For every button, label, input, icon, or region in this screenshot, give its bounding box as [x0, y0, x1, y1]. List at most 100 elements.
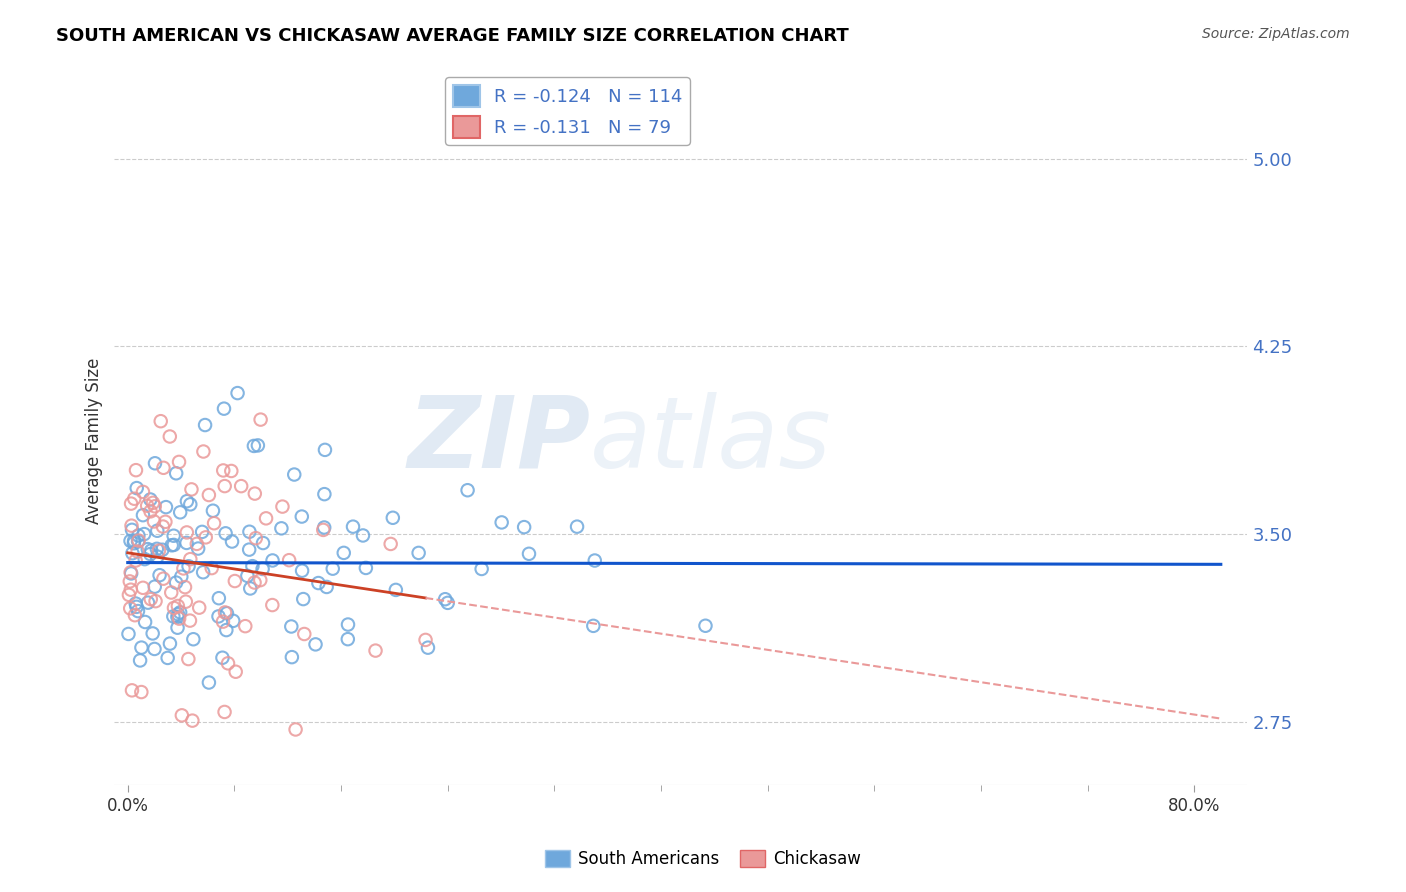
Point: [124, 491, 146, 506]
Point: [120, 497, 142, 511]
Point: [292, 627, 315, 641]
Point: [139, 547, 162, 561]
Point: [155, 500, 177, 515]
Point: [214, 705, 236, 719]
Point: [278, 553, 301, 567]
Point: [254, 511, 277, 525]
Point: [167, 455, 190, 469]
Point: [215, 623, 238, 637]
Point: [284, 723, 307, 737]
Point: [134, 615, 156, 629]
Point: [134, 527, 156, 541]
Point: [312, 523, 335, 537]
Point: [517, 547, 540, 561]
Point: [132, 508, 155, 523]
Point: [120, 566, 142, 580]
Point: [434, 592, 457, 607]
Point: [243, 439, 266, 453]
Point: [149, 414, 172, 428]
Point: [207, 609, 229, 624]
Point: [283, 467, 305, 482]
Point: [142, 626, 165, 640]
Point: [212, 615, 235, 629]
Point: [221, 534, 243, 549]
Point: [307, 576, 329, 591]
Point: [143, 456, 166, 470]
Point: [160, 585, 183, 599]
Point: [176, 536, 198, 550]
Point: [245, 531, 267, 545]
Point: [169, 505, 191, 519]
Point: [179, 497, 201, 511]
Point: [191, 566, 214, 580]
Point: [159, 429, 181, 443]
Point: [236, 569, 259, 583]
Point: [131, 640, 153, 655]
Point: [191, 524, 214, 539]
Point: [176, 494, 198, 508]
Point: [352, 528, 374, 542]
Point: [146, 524, 169, 538]
Point: [315, 580, 337, 594]
Point: [127, 604, 149, 618]
Point: [121, 523, 143, 537]
Point: [194, 530, 217, 544]
Text: ZIP: ZIP: [408, 392, 591, 489]
Point: [166, 621, 188, 635]
Point: [224, 574, 246, 588]
Point: [179, 552, 201, 566]
Point: [695, 619, 717, 633]
Point: [582, 619, 605, 633]
Point: [246, 438, 269, 452]
Point: [226, 386, 249, 401]
Point: [238, 524, 260, 539]
Point: [172, 561, 194, 575]
Point: [186, 537, 208, 551]
Point: [292, 592, 315, 607]
Point: [124, 553, 146, 567]
Point: [201, 504, 224, 518]
Point: [281, 650, 304, 665]
Point: [139, 592, 162, 607]
Point: [134, 552, 156, 566]
Point: [136, 542, 159, 557]
Point: [121, 683, 143, 698]
Point: [202, 516, 225, 531]
Point: [120, 582, 142, 597]
Point: [122, 533, 145, 548]
Point: [122, 536, 145, 550]
Point: [165, 467, 187, 481]
Point: [314, 442, 336, 457]
Point: [132, 581, 155, 595]
Point: [491, 516, 513, 530]
Point: [170, 708, 193, 723]
Point: [239, 582, 262, 596]
Point: [314, 520, 336, 534]
Point: [471, 562, 494, 576]
Point: [583, 553, 606, 567]
Legend: South Americans, Chickasaw: South Americans, Chickasaw: [538, 843, 868, 875]
Point: [163, 601, 186, 615]
Point: [124, 608, 146, 623]
Point: [121, 546, 143, 560]
Point: [118, 588, 141, 602]
Point: [120, 566, 142, 581]
Point: [211, 650, 233, 665]
Point: [304, 637, 326, 651]
Point: [408, 546, 430, 560]
Point: [155, 515, 177, 529]
Point: [291, 509, 314, 524]
Point: [215, 607, 238, 621]
Point: [337, 617, 360, 632]
Point: [513, 520, 536, 534]
Point: [457, 483, 479, 498]
Point: [152, 519, 174, 533]
Point: [160, 538, 183, 552]
Point: [177, 559, 200, 574]
Point: [217, 657, 239, 671]
Point: [145, 594, 167, 608]
Point: [181, 714, 204, 728]
Point: [238, 542, 260, 557]
Point: [118, 574, 141, 589]
Point: [136, 596, 159, 610]
